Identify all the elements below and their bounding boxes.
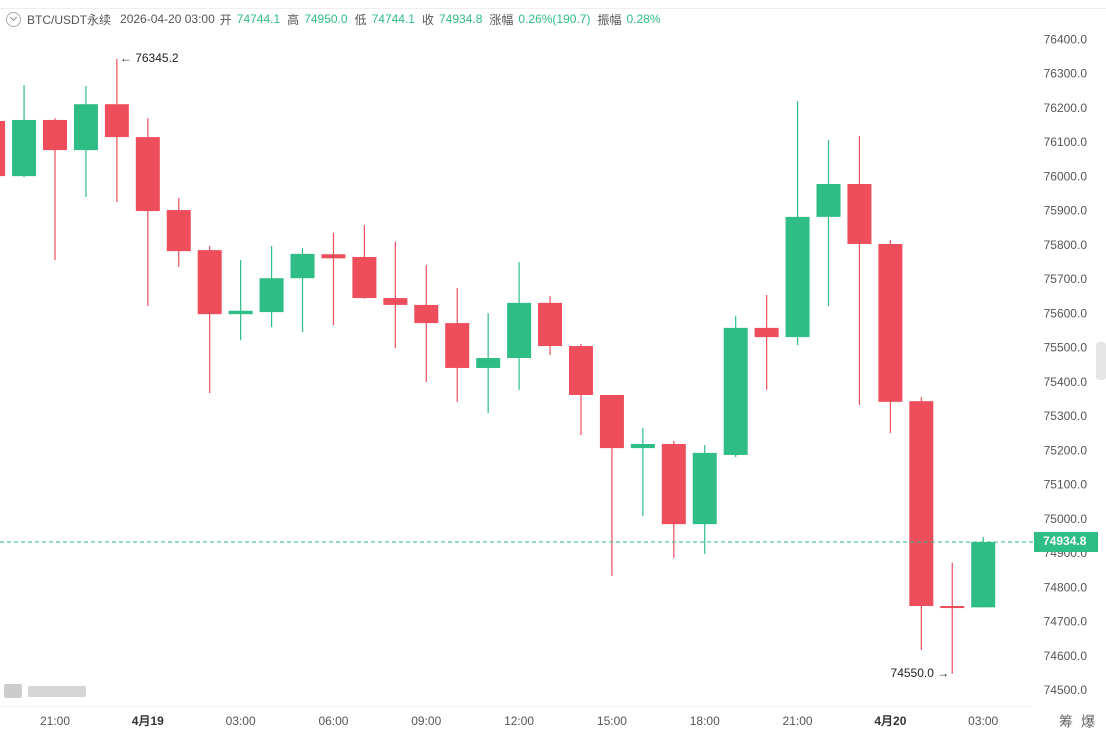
field-value: 74950.0 (304, 12, 348, 26)
y-tick-label: 76400.0 (1044, 32, 1088, 46)
y-tick-label: 75800.0 (1044, 238, 1088, 252)
candle-body (197, 250, 222, 315)
candle-body (816, 184, 841, 217)
candle-body (0, 120, 6, 177)
candle-body (909, 401, 934, 607)
candle-body (43, 119, 67, 151)
y-tick-label: 74500.0 (1044, 683, 1088, 697)
y-tick-label: 76100.0 (1044, 135, 1088, 149)
field-label: 高 (287, 12, 300, 27)
y-tick-label: 75400.0 (1044, 375, 1088, 389)
candle-body (599, 395, 624, 449)
logo-blur (4, 684, 22, 698)
field-value: 74744.1 (371, 12, 415, 26)
field-label: 开 (219, 12, 232, 27)
y-tick-label: 75000.0 (1044, 512, 1088, 526)
candle-body (878, 243, 903, 402)
y-tick-label: 76000.0 (1044, 169, 1088, 183)
candle-body (259, 278, 284, 313)
last-price-label: 74934.8 (1043, 534, 1087, 548)
candle-body (12, 119, 37, 177)
x-tick-label: 18:00 (690, 714, 720, 728)
y-tick-label: 75500.0 (1044, 341, 1088, 355)
field-label: 涨幅 (489, 12, 514, 27)
header: BTC/USDT永续 2026-04-20 03:00 开 74744.1 高 749… (0, 0, 1030, 38)
candle-body (692, 452, 717, 525)
candle-body (630, 443, 655, 449)
y-tick-label: 75100.0 (1044, 478, 1088, 492)
candle-body (321, 254, 346, 259)
min-annotation: 74550.0 → (891, 666, 950, 680)
x-tick-label: 03:00 (968, 714, 998, 728)
y-tick-label: 74600.0 (1044, 649, 1088, 663)
x-tick-label: 4月19 (132, 714, 164, 728)
field-value: 0.28% (626, 12, 661, 26)
field-label: 振幅 (597, 12, 622, 27)
candle-body (290, 253, 315, 279)
x-tick-label: 4月20 (874, 714, 906, 728)
collapse-icon[interactable] (6, 11, 21, 27)
candle-body (476, 358, 501, 368)
max-annotation: ← 76345.2 (120, 51, 179, 65)
y-tick-label: 75700.0 (1044, 272, 1088, 286)
candle-body (73, 104, 98, 151)
candle-body (352, 256, 377, 299)
x-tick-label: 12:00 (504, 714, 534, 728)
x-tick-label: 15:00 (597, 714, 627, 728)
y-tick-label: 75900.0 (1044, 204, 1088, 218)
symbol: BTC/USDT永续 (27, 12, 112, 27)
x-tick-label: 21:00 (40, 714, 70, 728)
field-label: 收 (421, 12, 434, 27)
candle-body (661, 443, 686, 525)
candle-body (383, 298, 408, 305)
candle-body (166, 210, 191, 252)
y-tick-label: 76300.0 (1044, 67, 1088, 81)
candle-body (940, 606, 965, 609)
field-value: 0.26%(190.7) (518, 12, 591, 26)
candle-body (568, 346, 593, 396)
logo-blur (28, 686, 86, 697)
candle-body (971, 542, 996, 608)
candle-body (507, 302, 532, 359)
y-tick-label: 74800.0 (1044, 580, 1088, 594)
side-handle[interactable] (1096, 342, 1106, 380)
candle-body (538, 302, 563, 347)
x-tick-label: 06:00 (318, 714, 348, 728)
x-tick-label: 03:00 (226, 714, 256, 728)
field-value: 74744.1 (236, 12, 281, 26)
toolbar-button[interactable]: 爆 (1081, 714, 1095, 730)
candle-body (785, 216, 810, 338)
candle-body (414, 304, 439, 324)
candle-body (847, 184, 872, 244)
datetime: 2026-04-20 03:00 (120, 12, 215, 26)
y-tick-label: 76200.0 (1044, 101, 1088, 115)
candle-body (754, 327, 779, 338)
field-label: 低 (354, 12, 367, 27)
plot-area (0, 58, 996, 674)
candle-body (723, 327, 748, 455)
x-tick-label: 21:00 (783, 714, 813, 728)
y-tick-label: 75600.0 (1044, 306, 1088, 320)
candle-body (445, 323, 470, 368)
last-price-box (1034, 532, 1098, 553)
y-tick-label: 75300.0 (1044, 409, 1088, 423)
toolbar-button[interactable]: 筹 (1059, 714, 1073, 730)
y-tick-label: 75200.0 (1044, 443, 1088, 457)
candle-body (104, 104, 129, 138)
x-tick-label: 09:00 (411, 714, 441, 728)
candle-body (228, 310, 253, 315)
candle-body (135, 137, 160, 212)
field-value: 74934.8 (439, 12, 483, 26)
y-tick-label: 74700.0 (1044, 615, 1088, 629)
